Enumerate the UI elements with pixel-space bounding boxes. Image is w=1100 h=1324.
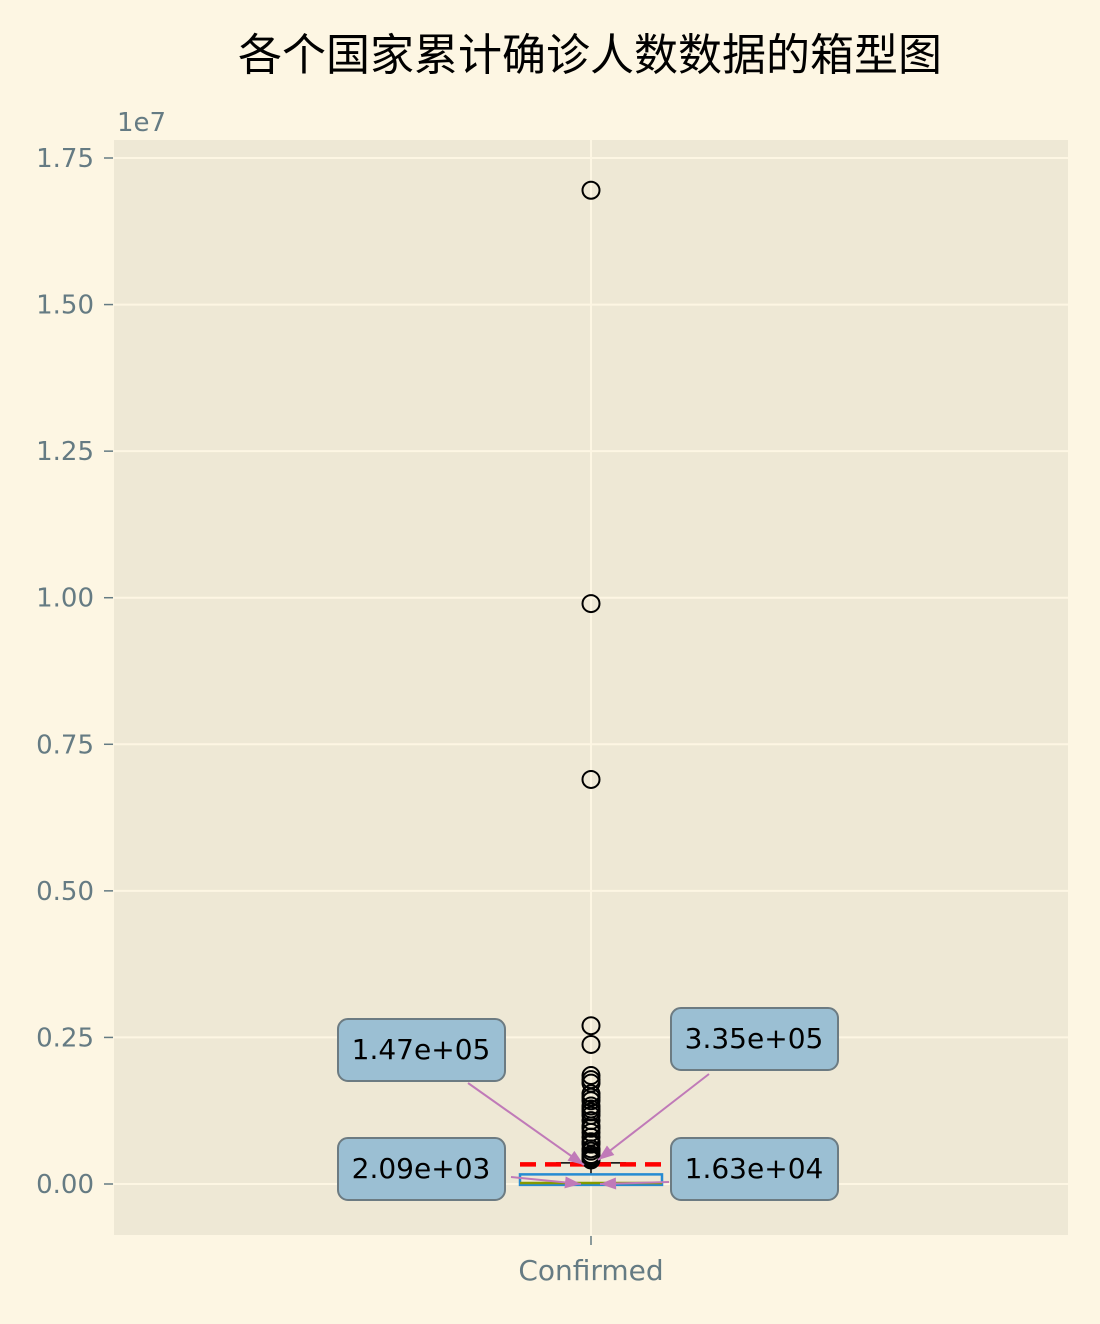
- annotation-arrow: [467, 1082, 585, 1166]
- annotation-arrowhead: [567, 1150, 584, 1165]
- annotation-label: 1.63e+04: [685, 1152, 824, 1185]
- x-axis: Confirmed: [518, 1236, 664, 1287]
- y-tick-label: 0.75: [36, 730, 94, 760]
- outlier-point: [581, 769, 601, 789]
- annotation-arrowhead: [600, 1177, 617, 1190]
- y-tick-label: 0.00: [36, 1170, 94, 1200]
- annotation-arrowhead: [564, 1176, 581, 1189]
- x-tick-label: Confirmed: [518, 1254, 663, 1287]
- chart-title: 各个国家累计确诊人数数据的箱型图: [238, 30, 942, 81]
- annotation-label: 3.35e+05: [685, 1022, 824, 1055]
- y-tick-label: 0.50: [36, 877, 94, 907]
- y-tick-label: 1.25: [36, 437, 94, 467]
- box-iqr: [518, 1173, 664, 1187]
- annotation-arrowhead: [598, 1145, 615, 1160]
- annotation-arrow: [597, 1073, 710, 1161]
- annotation-box: [670, 1007, 839, 1071]
- annotation-label: 1.47e+05: [352, 1033, 491, 1066]
- outlier-point: [581, 1034, 601, 1054]
- annotation-box: [670, 1137, 839, 1201]
- y-tick-label: 1.00: [36, 584, 94, 614]
- y-tick-label: 1.75: [36, 144, 94, 174]
- y-axis: 0.00 0.25 0.50 0.75 1.00 1.25 1.50 1.75: [36, 144, 113, 1200]
- outlier-point: [581, 180, 601, 200]
- outlier-point: [581, 594, 601, 614]
- y-tick-label: 0.25: [36, 1023, 94, 1053]
- annotations: 1.47e+05 3.35e+05 2.09e+03 1.63e+04: [337, 1007, 839, 1201]
- outliers: [581, 180, 601, 1170]
- annotation-arrows: [467, 1073, 710, 1190]
- y-axis-offset-label: 1e7: [117, 108, 166, 138]
- y-tick-label: 1.50: [36, 291, 94, 321]
- outlier-point: [581, 1134, 601, 1154]
- annotation-label: 2.09e+03: [352, 1152, 491, 1185]
- outlier-point: [581, 1091, 601, 1111]
- outlier-point: [581, 1016, 601, 1036]
- annotation-box: [337, 1018, 506, 1082]
- annotation-box: [337, 1137, 506, 1201]
